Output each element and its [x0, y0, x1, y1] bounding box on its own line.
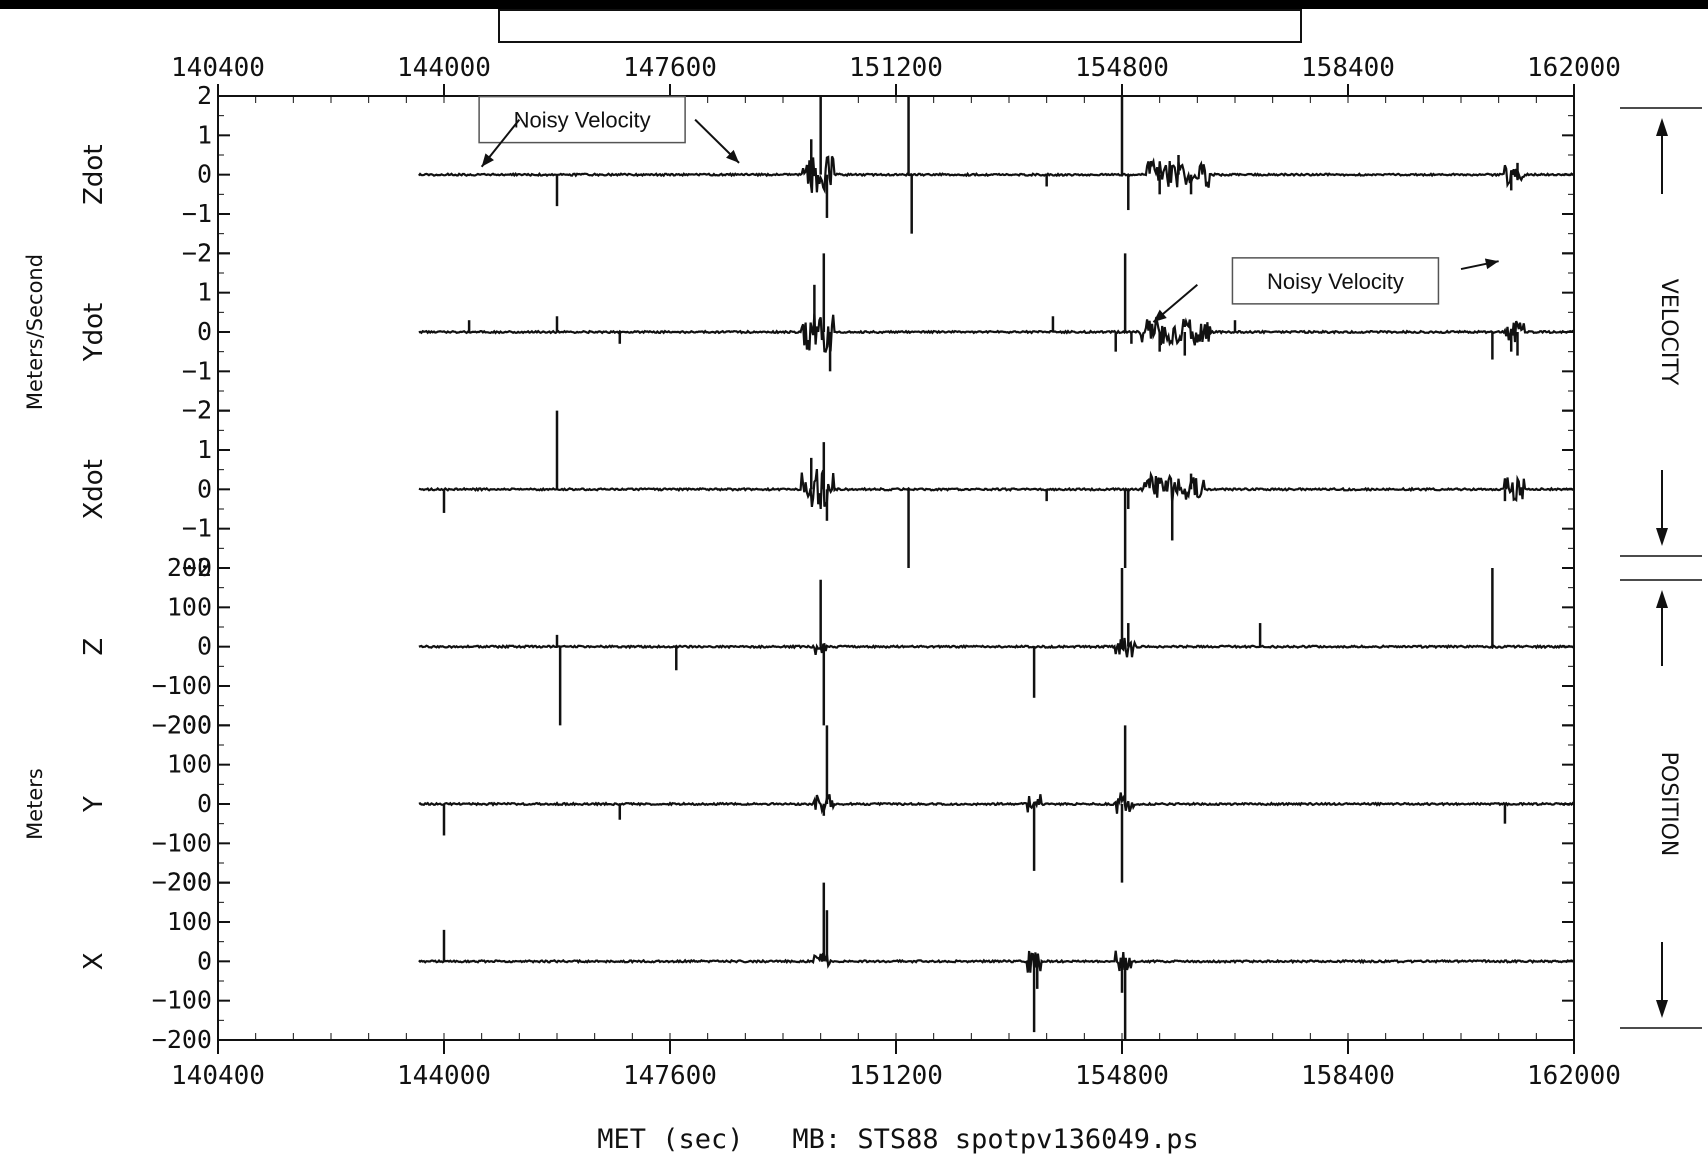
y-tick-label: 2	[197, 81, 212, 110]
y-tick-label: −100	[152, 986, 212, 1015]
panel-label: Y	[79, 796, 109, 813]
y-tick-label: 100	[167, 907, 212, 936]
series-line-Y	[418, 792, 1575, 815]
y-tick-label: −1	[182, 356, 212, 385]
y-tick-label: 100	[167, 592, 212, 621]
y-tick-label: 0	[197, 632, 212, 661]
section-arrowhead-up	[1656, 590, 1668, 608]
x-axis-label: MET (sec) MB: STS88 spotpv136049.ps	[597, 1124, 1198, 1155]
x-tick-label-bottom: 158400	[1301, 1061, 1395, 1091]
series-line-Ydot	[418, 313, 1575, 353]
y-tick-label: −100	[152, 828, 212, 857]
series-line-X	[418, 950, 1575, 973]
x-tick-label-bottom: 154800	[1075, 1061, 1169, 1091]
series-layer	[418, 96, 1575, 1040]
x-tick-label-bottom: 147600	[623, 1061, 717, 1091]
panel-label: Z	[79, 638, 109, 656]
y-tick-label: −100	[152, 671, 212, 700]
annotation-text: Noisy Velocity	[514, 108, 651, 133]
section-arrowhead-down	[1656, 1000, 1668, 1018]
x-tick-label-bottom: 151200	[849, 1061, 943, 1091]
y-tick-label: 200	[167, 710, 212, 739]
x-tick-label-top: 140400	[171, 53, 265, 83]
y-tick-label: −2	[182, 238, 212, 267]
x-tick-label-top: 158400	[1301, 53, 1395, 83]
x-tick-label-top: 162000	[1527, 53, 1621, 83]
unit-label: Meters	[23, 768, 47, 840]
y-tick-label: −2	[182, 396, 212, 425]
x-tick-label-top: 151200	[849, 53, 943, 83]
y-tick-label: −2	[182, 553, 212, 582]
x-tick-label-bottom: 162000	[1527, 1061, 1621, 1091]
y-tick-label: −1	[182, 514, 212, 543]
y-tick-label: 0	[197, 789, 212, 818]
annotation-arrowhead	[726, 149, 740, 163]
y-tick-label: 0	[197, 160, 212, 189]
series-line-Xdot	[418, 468, 1575, 509]
y-tick-label: 1	[197, 278, 212, 307]
x-tick-label-top: 147600	[623, 53, 717, 83]
unit-label: Meters/Second	[23, 254, 47, 410]
y-tick-label: −200	[152, 710, 212, 739]
y-tick-label: 0	[197, 317, 212, 346]
y-tick-label: 1	[197, 435, 212, 464]
x-tick-label-top: 144000	[397, 53, 491, 83]
x-tick-label-bottom: 140400	[171, 1061, 265, 1091]
panel-label: X	[79, 952, 109, 970]
y-tick-label: 100	[167, 750, 212, 779]
y-tick-label: 2	[197, 238, 212, 267]
section-label: POSITION	[1656, 752, 1681, 857]
series-line-Zdot	[418, 155, 1575, 194]
panel-label: Zdot	[79, 144, 109, 204]
y-tick-label: 200	[167, 868, 212, 897]
annotation-arrowhead	[1484, 258, 1499, 270]
panel-label: Xdot	[79, 459, 109, 519]
top-border-bar	[0, 0, 1708, 9]
x-tick-label-bottom: 144000	[397, 1061, 491, 1091]
panel-label: Ydot	[79, 303, 109, 363]
section-label: VELOCITY	[1656, 279, 1681, 386]
text-layer: 140400 140400 144000 144000 147600 147600 1512…	[23, 53, 1681, 1091]
series-line-Z	[418, 637, 1575, 658]
y-tick-label: 0	[197, 946, 212, 975]
x-tick-label-top: 154800	[1075, 53, 1169, 83]
y-tick-label: 200	[167, 553, 212, 582]
y-tick-label: 2	[197, 396, 212, 425]
y-tick-label: 1	[197, 120, 212, 149]
annotation-arrowhead	[481, 153, 494, 167]
header-box	[498, 9, 1302, 43]
section-arrowhead-up	[1656, 118, 1668, 136]
annotation-box	[478, 95, 686, 144]
y-tick-label: −1	[182, 199, 212, 228]
y-tick-label: −200	[152, 868, 212, 897]
annotation-arrowhead	[1153, 309, 1167, 323]
section-arrowhead-down	[1656, 528, 1668, 546]
annotation-text: Noisy Velocity	[1267, 269, 1404, 294]
y-tick-label: −200	[152, 1025, 212, 1054]
y-tick-label: 0	[197, 474, 212, 503]
annotation-box	[1231, 257, 1440, 305]
